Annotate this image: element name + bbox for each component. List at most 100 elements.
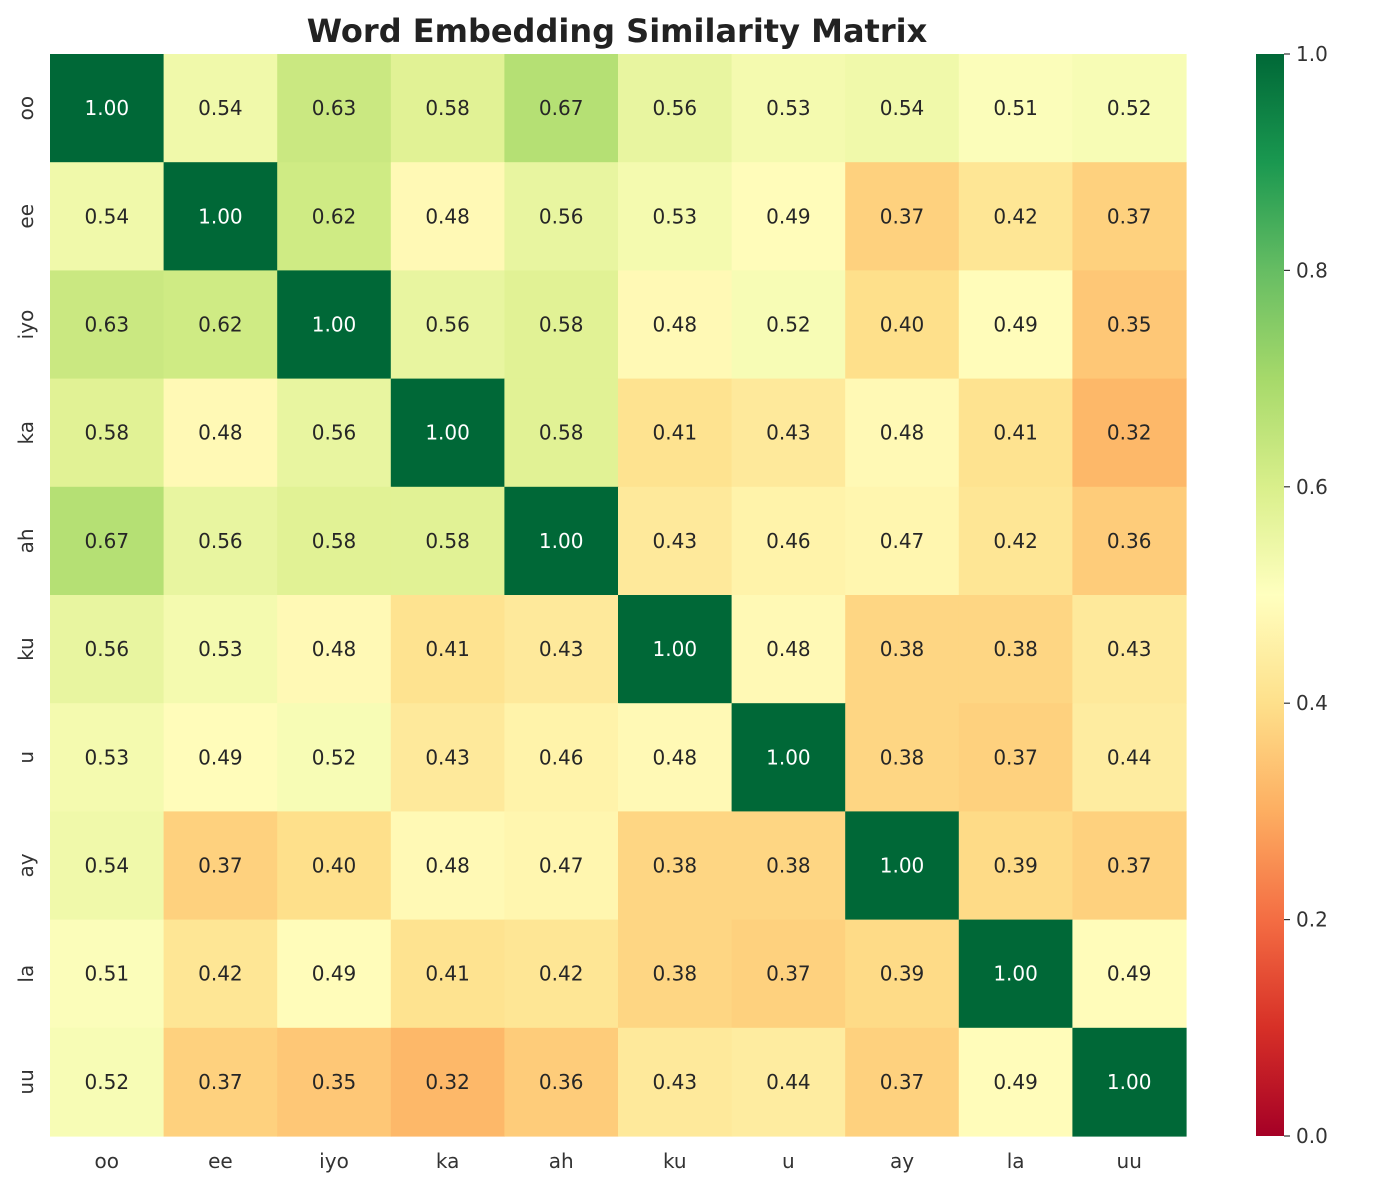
heatmap-cell — [845, 703, 960, 812]
heatmap-cell — [163, 1027, 278, 1137]
x-tick-label: uu — [1117, 1149, 1142, 1173]
heatmap-cell — [618, 378, 733, 488]
cell-value-label: 0.38 — [653, 854, 698, 878]
cell-value-label: 0.36 — [1107, 529, 1152, 553]
cell-value-label: 1.00 — [993, 962, 1038, 986]
cell-value-label: 1.00 — [425, 421, 470, 445]
heatmap-cell — [958, 54, 1073, 163]
heatmap-cell — [390, 811, 505, 921]
heatmap-cell — [1072, 270, 1187, 380]
heatmap-cell — [390, 595, 505, 704]
heatmap-cell — [504, 54, 619, 163]
heatmap-cell — [277, 270, 392, 380]
heatmap-cell — [504, 378, 619, 488]
heatmap-cell — [50, 486, 165, 596]
cell-value-label: 0.43 — [766, 421, 811, 445]
cell-value-label: 0.48 — [653, 745, 698, 769]
cell-value-label: 0.41 — [993, 421, 1038, 445]
cell-value-label: 0.38 — [766, 854, 811, 878]
heatmap-cell — [390, 378, 505, 488]
cell-value-label: 0.37 — [880, 1070, 925, 1094]
cell-value-label: 0.49 — [198, 745, 243, 769]
cell-value-label: 0.37 — [993, 745, 1038, 769]
x-tick-label: u — [782, 1149, 795, 1173]
cell-value-label: 0.53 — [653, 204, 698, 228]
y-tick-label: ah — [14, 528, 38, 553]
cell-value-label: 0.54 — [880, 96, 925, 120]
cell-value-label: 0.49 — [993, 313, 1038, 337]
cell-value-label: 0.37 — [1107, 204, 1152, 228]
cell-value-label: 0.56 — [85, 637, 130, 661]
cell-value-label: 0.37 — [766, 962, 811, 986]
cell-value-label: 0.43 — [1107, 637, 1152, 661]
heatmap-cell — [277, 595, 392, 704]
cell-value-label: 0.37 — [880, 204, 925, 228]
heatmap-cell — [731, 1027, 846, 1137]
heatmap-cell — [1072, 919, 1187, 1029]
colorbar — [1256, 54, 1284, 1136]
x-tick-label: oo — [95, 1149, 119, 1173]
heatmap-cell — [958, 1027, 1073, 1137]
cell-value-label: 0.67 — [85, 529, 130, 553]
heatmap-cell — [958, 595, 1073, 704]
heatmap-cell — [163, 703, 278, 812]
colorbar-tick-label: 0.0 — [1296, 1124, 1328, 1148]
x-tick-label: ku — [663, 1149, 687, 1173]
cell-value-label: 0.38 — [880, 637, 925, 661]
cell-value-label: 0.62 — [198, 313, 243, 337]
heatmap-cell — [618, 486, 733, 596]
heatmap-cell — [50, 378, 165, 488]
heatmap-cell — [163, 486, 278, 596]
heatmap-cell — [163, 54, 278, 163]
y-tick-label: ku — [14, 637, 38, 661]
heatmap-cell — [163, 162, 278, 271]
heatmap-cell — [50, 919, 165, 1029]
cell-value-label: 0.52 — [312, 745, 357, 769]
cell-value-label: 1.00 — [880, 854, 925, 878]
heatmap-cell — [731, 270, 846, 380]
cell-value-label: 0.35 — [312, 1070, 357, 1094]
cell-value-label: 0.54 — [85, 204, 130, 228]
heatmap-cell — [1072, 703, 1187, 812]
cell-value-label: 0.35 — [1107, 313, 1152, 337]
cell-value-label: 0.56 — [653, 96, 698, 120]
cell-value-label: 0.52 — [766, 313, 811, 337]
heatmap-cell — [618, 919, 733, 1029]
cell-value-label: 0.48 — [880, 421, 925, 445]
cell-value-label: 0.51 — [993, 96, 1038, 120]
heatmap-cell — [958, 811, 1073, 921]
heatmap-cell — [504, 811, 619, 921]
cell-value-label: 0.48 — [653, 313, 698, 337]
heatmap-cell — [618, 595, 733, 704]
heatmap-cell — [731, 919, 846, 1029]
heatmap-cell — [50, 162, 165, 271]
heatmap-cell — [504, 1027, 619, 1137]
cell-value-label: 0.41 — [425, 637, 470, 661]
heatmap-cell — [277, 1027, 392, 1137]
cell-value-label: 0.36 — [539, 1070, 584, 1094]
cell-value-label: 0.43 — [539, 637, 584, 661]
colorbar-tick-label: 0.4 — [1296, 691, 1328, 715]
cell-annotations: 1.00 0.54 0.63 0.58 0.67 0.56 0.53 0.54 0.51 0.52… — [85, 96, 1152, 1094]
heatmap-cell — [731, 378, 846, 488]
x-tick-label: ah — [549, 1149, 574, 1173]
heatmap-cell — [163, 270, 278, 380]
cell-value-label: 0.63 — [85, 313, 130, 337]
heatmap-cell — [845, 54, 960, 163]
cell-value-label: 0.44 — [1107, 745, 1152, 769]
cell-value-label: 1.00 — [312, 313, 357, 337]
cell-value-label: 0.40 — [880, 313, 925, 337]
cell-value-label: 0.43 — [653, 1070, 698, 1094]
heatmap-cell — [845, 595, 960, 704]
cell-value-label: 0.58 — [85, 421, 130, 445]
heatmap-cell — [845, 270, 960, 380]
cell-value-label: 0.41 — [425, 962, 470, 986]
cell-value-label: 0.49 — [993, 1070, 1038, 1094]
y-tick-label: ee — [14, 204, 38, 229]
cell-value-label: 0.52 — [85, 1070, 130, 1094]
heatmap-cell — [618, 1027, 733, 1137]
heatmap-cell — [958, 270, 1073, 380]
cell-value-label: 0.37 — [1107, 854, 1152, 878]
heatmap-cell — [50, 1027, 165, 1137]
cell-value-label: 0.58 — [539, 313, 584, 337]
